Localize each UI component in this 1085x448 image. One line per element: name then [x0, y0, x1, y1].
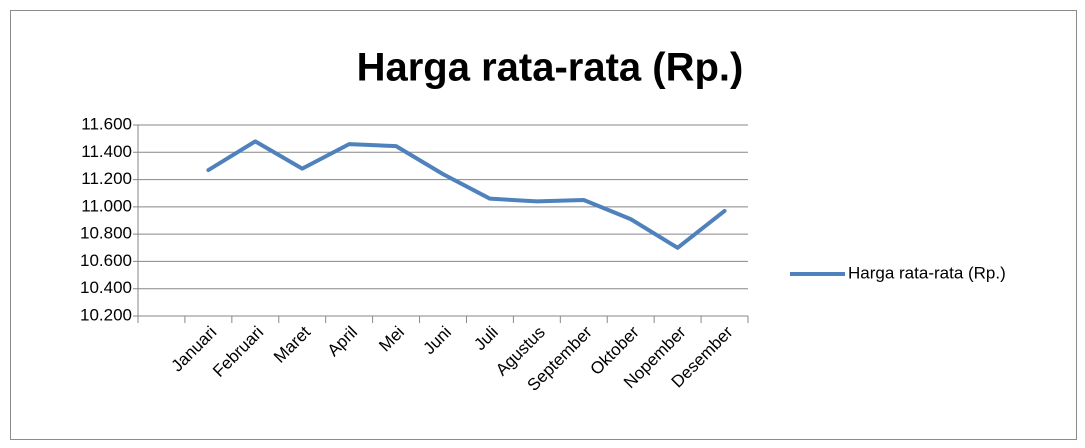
y-tick-label: 11.600 [81, 114, 132, 133]
chart-border [10, 10, 1077, 440]
y-tick-label: 11.200 [81, 169, 132, 188]
y-tick-label: 11.000 [81, 196, 132, 215]
chart-title: Harga rata-rata (Rp.) [357, 46, 744, 90]
y-tick-label: 10.200 [80, 305, 132, 324]
line-series [206, 139, 727, 250]
legend-label: Harga rata-rata (Rp.) [848, 263, 1006, 282]
y-tick-label: 10.600 [80, 251, 132, 270]
y-tick-label: 11.400 [81, 142, 132, 161]
y-tick-label: 10.800 [80, 224, 132, 243]
y-tick-label: 10.400 [80, 278, 132, 297]
